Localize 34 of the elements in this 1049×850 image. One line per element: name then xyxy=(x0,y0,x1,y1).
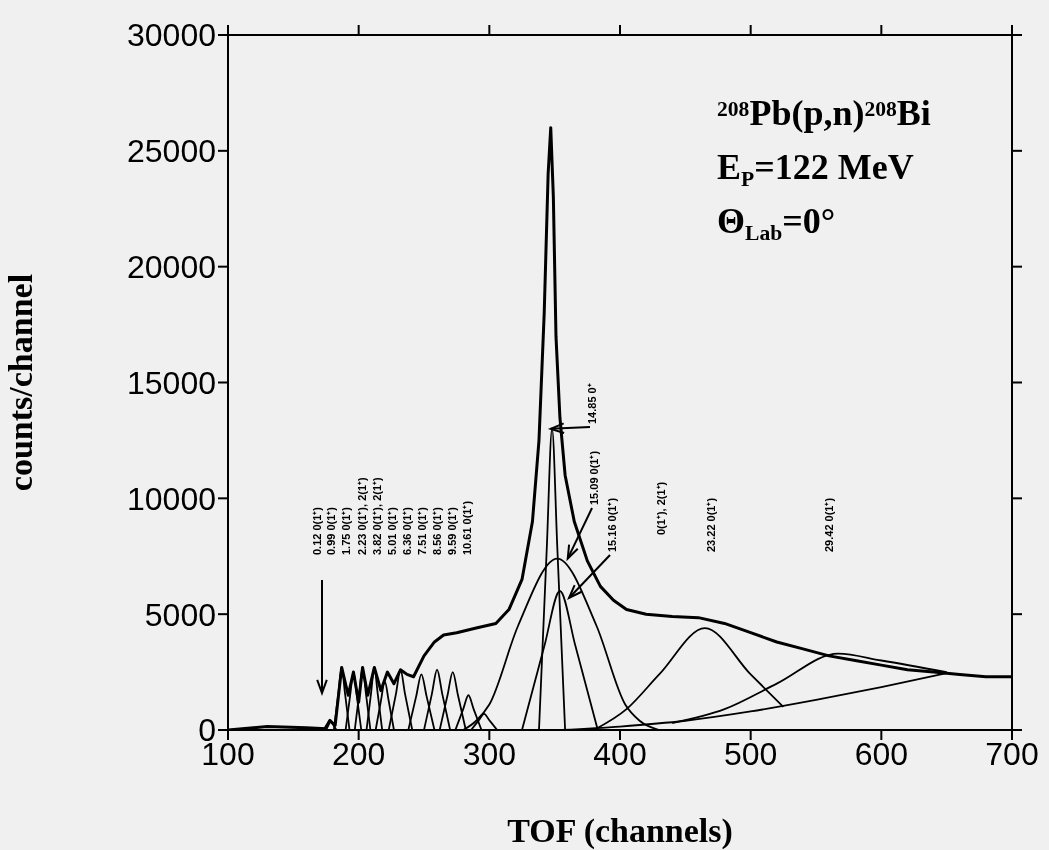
annotation: 3.82 0(1⁺), 2(1⁺) xyxy=(370,476,383,555)
y-tick-label: 30000 xyxy=(127,17,216,54)
annotation: Θ$_{Lab}$=0° xyxy=(717,201,836,245)
annotation: 5.01 0(1⁺) xyxy=(385,506,398,555)
annotation: E$_{P}$=122 MeV xyxy=(717,147,914,191)
y-tick-label: 10000 xyxy=(127,480,216,517)
annotation: 29.42 0(1⁺) xyxy=(822,497,835,552)
x-tick-label: 700 xyxy=(985,735,1039,772)
x-tick-label: 500 xyxy=(723,735,778,772)
x-axis-title: TOF (channels) xyxy=(507,812,733,850)
y-axis-title: counts/channel xyxy=(2,273,40,492)
annotation: 15.16 0(1⁺) xyxy=(605,497,618,552)
annotation: 1.75 0(1⁺) xyxy=(339,506,352,555)
y-tick-label: 20000 xyxy=(127,249,216,286)
annotation: 6.36 0(1⁺) xyxy=(400,506,413,555)
y-tick-label: 15000 xyxy=(127,364,216,401)
x-tick-label: 200 xyxy=(331,735,386,772)
annotation: 0(1⁺), 2(1⁺) xyxy=(654,481,667,535)
annotation: 0.99 0(1⁺) xyxy=(324,506,337,555)
x-tick-label: 600 xyxy=(854,735,909,772)
annotation: 2.23 0(1⁺), 2(1⁺) xyxy=(355,476,368,555)
x-tick-label: 300 xyxy=(462,735,517,772)
annotation: 10.61 0(1⁺) xyxy=(460,500,473,555)
y-tick-label: 5000 xyxy=(144,596,216,633)
annotation: 23.22 0(1⁺) xyxy=(704,497,717,552)
x-tick-label: 400 xyxy=(593,735,647,772)
annotation: 15.09 0(1⁺) xyxy=(587,450,600,505)
annotation: 9.59 0(1⁺) xyxy=(445,506,458,555)
y-tick-label: 25000 xyxy=(127,133,216,170)
annotation: 7.51 0(1⁺) xyxy=(415,506,428,555)
annotation: 8.56 0(1⁺) xyxy=(430,506,443,555)
annotation: $^{208}$Pb(p,n)$^{208}$Bi xyxy=(717,93,931,133)
annotation: 0.12 0(1⁺) xyxy=(310,506,323,555)
annotation: 14.85 0⁺ xyxy=(585,383,598,424)
